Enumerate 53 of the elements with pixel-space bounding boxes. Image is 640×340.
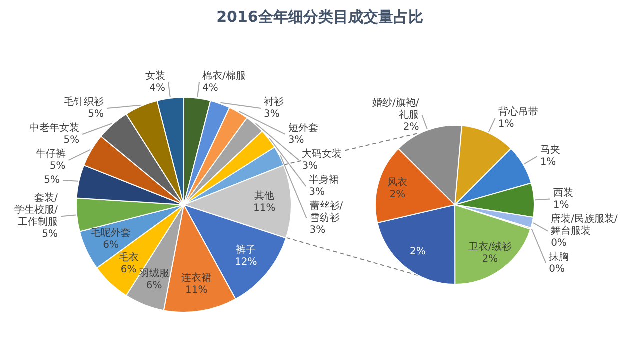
data-label: 3% [288, 135, 304, 146]
data-label: 3% [302, 161, 318, 172]
data-label: 2% [482, 254, 498, 265]
slice-label: 马夹 [540, 144, 560, 156]
data-label: 6% [103, 240, 119, 251]
data-label: 4% [150, 83, 166, 94]
slice-label: 抹胸 [549, 250, 570, 263]
slice-label: 唐装/民族服装/舞台服装 [551, 212, 618, 237]
data-label: 6% [120, 264, 137, 276]
data-label: 3% [309, 187, 325, 198]
slice-label: 大码女装 [302, 148, 342, 160]
slice-label: 其他 [254, 190, 275, 202]
data-label: 2% [410, 246, 426, 258]
data-label: 11% [253, 203, 276, 214]
data-label: 3% [310, 225, 326, 236]
slice-label: 中老年女装 [30, 122, 80, 134]
data-label: 5% [50, 161, 66, 172]
data-label: 5% [42, 229, 58, 240]
data-label: 1% [498, 119, 514, 130]
data-label: 5% [64, 135, 80, 146]
slice-label: 毛呢外套 [91, 226, 132, 239]
slice-label: 羽绒服 [139, 268, 170, 280]
chart-title: 2016全年细分类目成交量占比 [216, 8, 424, 27]
data-label: 0% [549, 264, 566, 275]
slice-label: 毛针织衫 [64, 96, 104, 108]
data-label: 4% [202, 83, 218, 94]
slice-label: 棉衣/棉服 [202, 70, 246, 82]
data-label: 3% [264, 109, 280, 120]
slice-label: 半身裙 [309, 174, 340, 186]
slice-label: 短外套 [288, 122, 318, 134]
slice-label: 套装/学生校服/工作制服 [14, 192, 59, 228]
slice-label: 毛衣 [118, 251, 139, 264]
data-label: 2% [390, 189, 406, 200]
slice-label: 背心吊带 [498, 106, 538, 118]
data-label: 0% [551, 238, 567, 249]
data-label: 11% [185, 285, 208, 296]
slice-label: 蕾丝衫/雪纺衫 [310, 200, 344, 224]
data-label: 6% [146, 280, 162, 292]
slice-label: 风衣 [388, 176, 408, 188]
data-label: 2% [403, 122, 420, 133]
data-label: 5% [88, 109, 104, 120]
data-label: 12% [235, 256, 258, 268]
data-label: 1% [540, 157, 556, 168]
data-label: 5% [44, 175, 60, 186]
slice-label: 连衣裙 [182, 272, 212, 284]
slice-label: 裤子 [236, 244, 256, 256]
slice-label: 西装 [553, 186, 574, 199]
data-label: 1% [553, 200, 570, 211]
slice-label: 卫衣/绒衫 [468, 240, 512, 253]
slice-label: 牛仔裤 [36, 148, 66, 160]
slice-label: 女装 [146, 70, 166, 82]
slice-label: 婚纱/旗袍/礼服 [372, 96, 420, 121]
slice-label: 衬衫 [264, 96, 284, 108]
